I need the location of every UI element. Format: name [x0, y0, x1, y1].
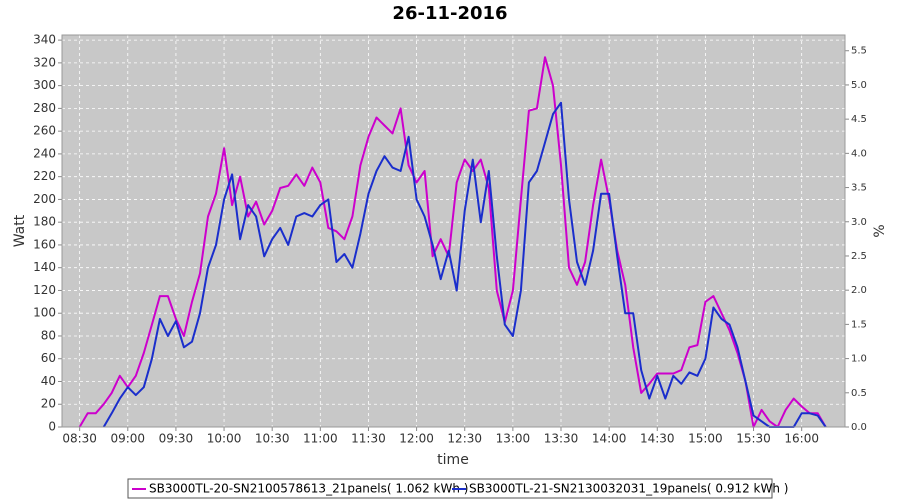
y-tick-label: 320	[33, 55, 56, 69]
x-tick-label: 12:30	[447, 432, 482, 446]
y2-tick-label: 2.5	[851, 251, 867, 262]
x-tick-label: 12:00	[399, 432, 434, 446]
y-tick-label: 280	[33, 101, 56, 115]
legend-box	[127, 478, 773, 499]
x-tick-label: 10:00	[207, 432, 242, 446]
y2-tick-label: 2.0	[851, 285, 867, 296]
series-line	[102, 101, 827, 428]
plot-area	[62, 35, 845, 427]
plot-border	[61, 34, 846, 428]
x-tick-label: 13:30	[544, 432, 579, 446]
y2-tick-label: 5.5	[851, 46, 867, 57]
y-tick-label: 300	[33, 78, 56, 92]
y2-tick-label: 3.0	[851, 217, 867, 228]
x-axis-label: time	[437, 452, 469, 468]
y-tick-label: 140	[33, 260, 56, 274]
y-tick-label: 200	[33, 192, 56, 206]
y-tick-label: 60	[41, 351, 56, 365]
x-tick-label: 09:30	[159, 432, 194, 446]
x-tick-label: 11:30	[351, 432, 386, 446]
y2-tick-label: 3.5	[851, 183, 867, 194]
y2-tick-label: 0.0	[851, 422, 867, 433]
y2-axis-label: %	[872, 224, 888, 237]
legend-text: SB3000TL-21-SN2130032031_19panels( 0.912…	[469, 482, 788, 496]
x-tick-label: 11:00	[303, 432, 338, 446]
y2-tick-label: 4.0	[851, 148, 867, 159]
x-tick-label: 15:30	[736, 432, 771, 446]
y-tick-label: 180	[33, 215, 56, 229]
chart-title: 26-11-2016	[392, 3, 507, 24]
y2-tick-label: 1.5	[851, 319, 867, 330]
y-tick-label: 240	[33, 146, 56, 160]
x-tick-label: 14:00	[592, 432, 627, 446]
x-tick-label: 09:00	[110, 432, 145, 446]
y-tick-label: 20	[41, 397, 56, 411]
y-tick-label: 260	[33, 124, 56, 138]
y-axis-label: Watt	[12, 214, 28, 247]
y-tick-label: 0	[48, 420, 56, 434]
y2-tick-label: 0.5	[851, 388, 867, 399]
y2-tick-label: 4.5	[851, 114, 867, 125]
y2-tick-label: 1.0	[851, 354, 867, 365]
y-tick-label: 220	[33, 169, 56, 183]
x-tick-label: 15:00	[688, 432, 723, 446]
y-tick-label: 100	[33, 306, 56, 320]
x-tick-label: 16:00	[784, 432, 819, 446]
legend-text: SB3000TL-20-SN2100578613_21panels( 1.062…	[149, 482, 468, 496]
x-tick-label: 08:30	[62, 432, 97, 446]
y-tick-label: 120	[33, 283, 56, 297]
y-tick-label: 80	[41, 328, 56, 342]
y-tick-label: 160	[33, 237, 56, 251]
series-line	[78, 56, 827, 428]
y-tick-label: 40	[41, 374, 56, 388]
x-tick-label: 14:30	[640, 432, 675, 446]
x-tick-label: 10:30	[255, 432, 290, 446]
y2-tick-label: 5.0	[851, 80, 867, 91]
x-tick-label: 13:00	[496, 432, 531, 446]
y-tick-label: 340	[33, 33, 56, 47]
